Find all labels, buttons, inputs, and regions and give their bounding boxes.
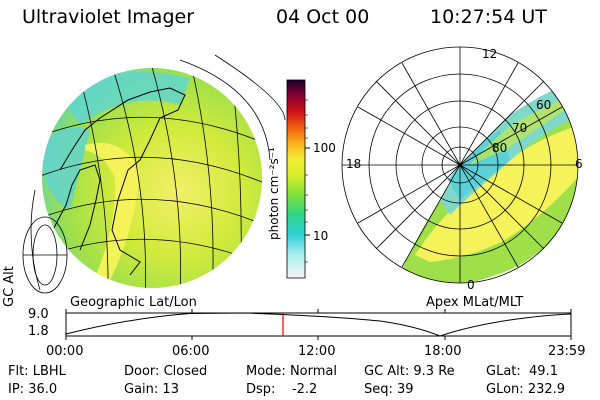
altitude-plot	[65, 309, 572, 340]
mlat-label-80: 80	[492, 141, 507, 155]
altitude-curve	[65, 312, 572, 337]
time-tick-1800: 18:00	[424, 344, 462, 359]
header-date: 04 Oct 00	[276, 6, 370, 28]
mlt-label-6: 6	[575, 157, 583, 171]
altitude-axis-label: GC Alt	[2, 266, 17, 307]
altitude-ytick-high: 9.0	[28, 307, 49, 322]
status-door: Door: Closed	[124, 364, 208, 379]
header-time: 10:27:54 UT	[430, 6, 547, 28]
time-tick-0000: 00:00	[46, 344, 84, 359]
status-gain: Gain: 13	[124, 382, 179, 397]
left-panel-label: Geographic Lat/Lon	[70, 295, 197, 310]
time-tick-2359: 23:59	[548, 344, 586, 359]
mlt-label-0: 0	[467, 278, 475, 292]
colorbar-tick-10: 10	[313, 229, 328, 243]
app-title: Ultraviolet Imager	[22, 6, 195, 28]
status-ip: IP: 36.0	[8, 382, 58, 397]
magnetic-polar-plot: 12 18 6 0 60 70 80	[341, 46, 583, 292]
time-tick-0600: 06:00	[172, 344, 210, 359]
status-dsp: Dsp: -2.2	[246, 382, 318, 397]
geographic-globe	[22, 54, 286, 294]
colorbar-tick-100: 100	[313, 141, 336, 155]
colorbar: 100 10 photon cm⁻²s⁻¹	[267, 79, 336, 279]
mlat-label-70: 70	[512, 121, 527, 135]
mlat-label-60: 60	[536, 98, 551, 112]
status-gc-alt: GC Alt: 9.3 Re	[364, 364, 455, 379]
colorbar-unit-label: photon cm⁻²s⁻¹	[267, 147, 281, 240]
right-panel-label: Apex MLat/MLT	[426, 295, 524, 310]
mlt-label-12: 12	[482, 47, 497, 61]
status-seq: Seq: 39	[364, 382, 414, 397]
status-flt: Flt: LBHL	[8, 364, 66, 379]
status-glat: GLat: 49.1	[486, 364, 558, 379]
time-tick-1200: 12:00	[298, 344, 336, 359]
mlt-label-18: 18	[346, 157, 361, 171]
status-glon: GLon: 232.9	[486, 382, 566, 397]
altitude-ytick-low: 1.8	[28, 324, 49, 339]
status-mode: Mode: Normal	[246, 364, 337, 379]
